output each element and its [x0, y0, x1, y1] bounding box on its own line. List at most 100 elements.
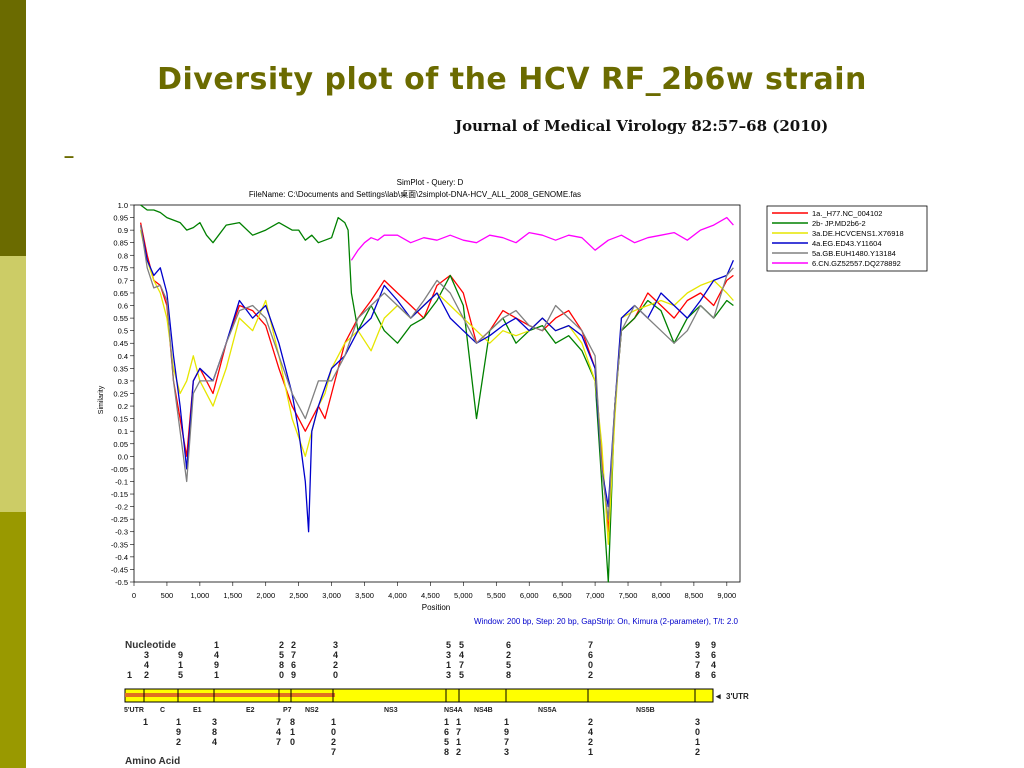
amino-acid-digit: 7	[276, 737, 281, 747]
nucleotide-digit: 3	[333, 640, 338, 650]
nucleotide-digit: 6	[711, 670, 716, 680]
x-tick-label: 8,000	[652, 591, 671, 600]
bullet-dash: –	[64, 146, 75, 166]
amino-acid-digit: 8	[444, 747, 449, 757]
y-tick-label: -0.5	[115, 578, 128, 587]
nucleotide-digit: 9	[711, 640, 716, 650]
y-tick-label: -0.1	[115, 477, 128, 486]
x-tick-label: 6,000	[520, 591, 539, 600]
nucleotide-digit: 4	[711, 660, 716, 670]
y-tick-label: -0.3	[115, 528, 128, 537]
nucleotide-digit: 6	[588, 650, 593, 660]
amino-acid-digit: 1	[456, 717, 461, 727]
nucleotide-digit: 2	[333, 660, 338, 670]
nucleotide-digit: 2	[144, 670, 149, 680]
nucleotide-digit: 8	[506, 670, 511, 680]
genome-region-label: P7	[283, 707, 292, 714]
y-tick-label: 0.0	[118, 452, 128, 461]
nucleotide-digit: 3	[144, 650, 149, 660]
genome-region-label: 5'UTR	[124, 707, 144, 714]
nucleotide-digit: 8	[695, 670, 700, 680]
y-tick-label: 0.85	[113, 239, 128, 248]
amino-acid-digit: 8	[290, 717, 295, 727]
nucleotide-digit: 6	[506, 640, 511, 650]
x-tick-label: 6,500	[553, 591, 572, 600]
y-tick-label: 0.6	[118, 302, 128, 311]
amino-acid-digit: 2	[588, 717, 593, 727]
nucleotide-digit: 1	[127, 670, 132, 680]
y-tick-label: 0.95	[113, 214, 128, 223]
x-tick-label: 5,000	[454, 591, 473, 600]
nucleotide-digit: 3	[695, 650, 700, 660]
y-tick-label: 0.1	[118, 427, 128, 436]
y-tick-label: 0.65	[113, 289, 128, 298]
y-tick-label: 0.55	[113, 314, 128, 323]
genome-regions: 5'UTR C E1 E2 P7 NS2 NS3 NS4A NS4B NS5A NS5B	[124, 707, 655, 714]
nucleotide-digit: 6	[291, 660, 296, 670]
nucleotide-digit: 5	[178, 670, 183, 680]
nucleotide-positions: 1342915149125802769342053135475625876029…	[127, 640, 716, 680]
y-tick-label: 0.3	[118, 377, 128, 386]
nucleotide-digit: 4	[144, 660, 149, 670]
amino-acid-digit: 2	[176, 737, 181, 747]
y-tick-label: 0.4	[118, 352, 128, 361]
x-tick-label: 2,000	[256, 591, 275, 600]
x-tick-label: 500	[161, 591, 174, 600]
x-tick-label: 4,000	[388, 591, 407, 600]
nucleotide-digit: 6	[711, 650, 716, 660]
x-tick-label: 3,500	[355, 591, 374, 600]
amino-acid-label: Amino Acid	[125, 756, 180, 767]
y-tick-label: 1.0	[118, 201, 128, 210]
legend-box	[766, 205, 928, 272]
nucleotide-digit: 0	[588, 660, 593, 670]
amino-acid-digit: 1	[588, 747, 593, 757]
chart-subtitle: FileName: C:\Documents and Settings\lab\…	[249, 189, 581, 199]
x-tick-label: 5,500	[487, 591, 506, 600]
amino-acid-digit: 1	[143, 717, 148, 727]
amino-acid-digit: 2	[331, 737, 336, 747]
y-tick-label: 0.7	[118, 276, 128, 285]
amino-acid-digit: 3	[504, 747, 509, 757]
slide-title: Diversity plot of the HCV RF_2b6w strain	[157, 62, 867, 97]
slide-sidebar	[0, 0, 26, 768]
nucleotide-digit: 8	[279, 660, 284, 670]
y-tick-label: 0.05	[113, 440, 128, 449]
x-tick-label: 1,000	[190, 591, 209, 600]
amino-acid-digit: 7	[331, 747, 336, 757]
y-tick-label: -0.15	[111, 490, 128, 499]
nucleotide-digit: 9	[291, 670, 296, 680]
utr3-arrow: ◂	[715, 691, 721, 701]
amino-acid-digit: 1	[290, 727, 295, 737]
y-tick-label: 0.25	[113, 390, 128, 399]
y-axis-label: Similarity	[98, 385, 105, 414]
nucleotide-digit: 9	[214, 660, 219, 670]
nucleotide-digit: 2	[588, 670, 593, 680]
series-line-5	[139, 225, 734, 520]
journal-citation: Journal of Medical Virology 82:57–68 (20…	[455, 117, 829, 135]
amino-acid-digit: 1	[456, 737, 461, 747]
nucleotide-digit: 2	[291, 640, 296, 650]
amino-acid-digit: 4	[588, 727, 593, 737]
y-tick-label: -0.05	[111, 465, 128, 474]
amino-acid-digit: 2	[456, 747, 461, 757]
nucleotide-digit: 0	[333, 670, 338, 680]
amino-acid-digit: 7	[504, 737, 509, 747]
y-tick-label: 0.15	[113, 415, 128, 424]
x-tick-label: 2,500	[289, 591, 308, 600]
y-tick-label: 0.75	[113, 264, 128, 273]
nucleotide-digit: 1	[178, 660, 183, 670]
genome-region-label: NS4B	[474, 707, 493, 714]
amino-acid-digit: 9	[504, 727, 509, 737]
x-tick-label: 9,000	[717, 591, 736, 600]
nucleotide-digit: 9	[695, 640, 700, 650]
legend-entry: 5a.GB.EUH1480.Y13184	[812, 249, 896, 258]
y-tick-label: 0.8	[118, 251, 128, 260]
amino-acid-digit: 9	[176, 727, 181, 737]
y-tick-label: -0.45	[111, 565, 128, 574]
y-tick-label: -0.35	[111, 540, 128, 549]
y-tick-label: 0.35	[113, 364, 128, 373]
nucleotide-digit: 5	[446, 640, 451, 650]
nucleotide-digit: 3	[446, 650, 451, 660]
amino-acid-digit: 1	[504, 717, 509, 727]
chart-title: SimPlot - Query: D	[397, 178, 464, 187]
